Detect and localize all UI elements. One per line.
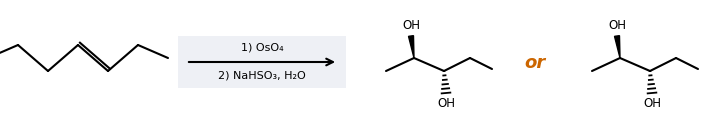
Text: 1) OsO₄: 1) OsO₄ [241,43,283,53]
Polygon shape [409,36,414,58]
Text: OH: OH [437,97,455,110]
Bar [178,36,346,88]
Text: OH: OH [643,97,661,110]
Text: OH: OH [402,19,420,32]
Polygon shape [614,36,620,58]
Text: 2) NaHSO₃, H₂O: 2) NaHSO₃, H₂O [218,71,306,81]
Text: OH: OH [608,19,626,32]
Text: or: or [524,54,545,72]
